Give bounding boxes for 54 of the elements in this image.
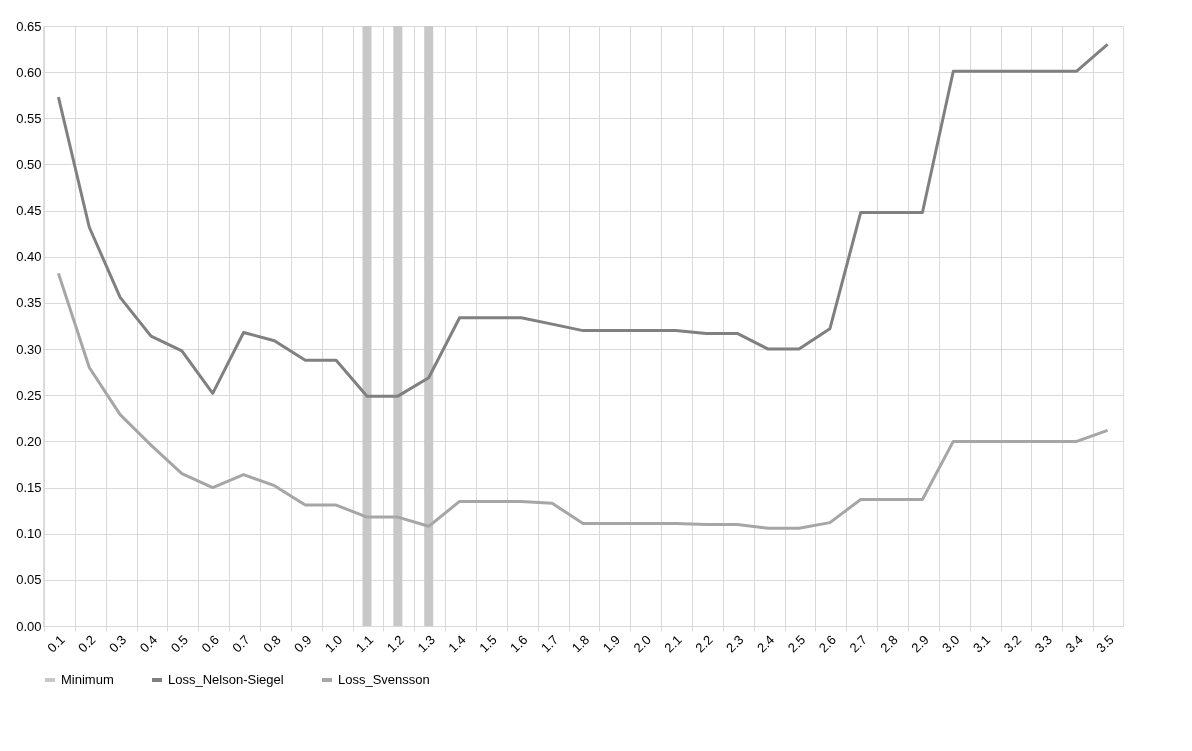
- y-tick-label: 0.30: [16, 341, 42, 357]
- legend-label: Minimum: [61, 672, 114, 687]
- x-tick-label: 2.5: [784, 632, 809, 656]
- y-tick-label: 0.55: [16, 110, 42, 126]
- y-tick-label: 0.20: [16, 433, 42, 449]
- x-tick-label: 3.0: [939, 632, 963, 656]
- x-tick-label: 3.1: [969, 632, 994, 656]
- x-tick-label: 3.2: [1000, 632, 1025, 656]
- x-tick-label: 0.7: [229, 632, 253, 656]
- x-tick-label: 2.4: [753, 632, 778, 656]
- x-tick-label: 2.8: [877, 632, 901, 656]
- x-tick-label: 0.5: [167, 632, 192, 656]
- y-tick-label: 0.60: [16, 64, 42, 80]
- y-tick-label: 0.25: [16, 387, 42, 403]
- x-tick-label: 2.2: [692, 632, 716, 656]
- x-tick-label: 2.0: [630, 632, 654, 656]
- x-tick-label: 2.6: [815, 632, 840, 656]
- y-tick-label: 0.05: [16, 572, 42, 588]
- legend-label: Loss_Nelson-Siegel: [168, 672, 284, 687]
- x-tick-label: 1.7: [537, 632, 562, 656]
- line-series: [56, 42, 1110, 398]
- x-tick-label: 0.1: [44, 632, 68, 656]
- x-tick-label: 1.3: [414, 632, 438, 656]
- x-tick-label: 2.7: [846, 632, 870, 656]
- legend-label: Loss_Svensson: [338, 672, 430, 687]
- x-tick-label: 1.1: [352, 632, 377, 656]
- x-tick-label: 1.9: [599, 632, 624, 656]
- y-tick-label: 0.35: [16, 295, 42, 311]
- x-tick-label: 1.8: [568, 632, 593, 656]
- y-tick-label: 0.10: [16, 526, 42, 542]
- y-tick-label: 0.45: [16, 203, 42, 219]
- x-tick-label: 2.9: [908, 632, 932, 656]
- x-tick-label: 0.2: [75, 632, 99, 656]
- x-tick-label: 0.3: [105, 632, 130, 656]
- x-tick-label: 0.8: [260, 632, 284, 656]
- x-tick-label: 3.3: [1031, 632, 1056, 656]
- x-tick-label: 2.1: [661, 632, 685, 656]
- x-tick-label: 3.5: [1093, 632, 1117, 656]
- x-tick-label: 1.6: [507, 632, 531, 656]
- y-tick-label: 0.50: [16, 156, 42, 172]
- x-tick-label: 0.6: [198, 632, 222, 656]
- x-tick-label: 1.4: [445, 632, 469, 656]
- x-tick-label: 1.2: [383, 632, 408, 656]
- x-tick-label: 2.3: [723, 632, 747, 656]
- y-tick-label: 0.15: [16, 480, 42, 496]
- y-tick-label: 0.65: [16, 18, 42, 34]
- x-tick-label: 3.4: [1062, 632, 1086, 656]
- y-tick-label: 0.40: [16, 249, 42, 265]
- x-tick-label: 0.9: [291, 632, 315, 656]
- y-tick-label: 0.00: [16, 618, 42, 634]
- line-series: [56, 271, 1110, 530]
- x-tick-label: 0.4: [136, 632, 161, 656]
- x-tick-label: 1.5: [476, 632, 500, 656]
- x-tick-label: 1.0: [321, 632, 346, 656]
